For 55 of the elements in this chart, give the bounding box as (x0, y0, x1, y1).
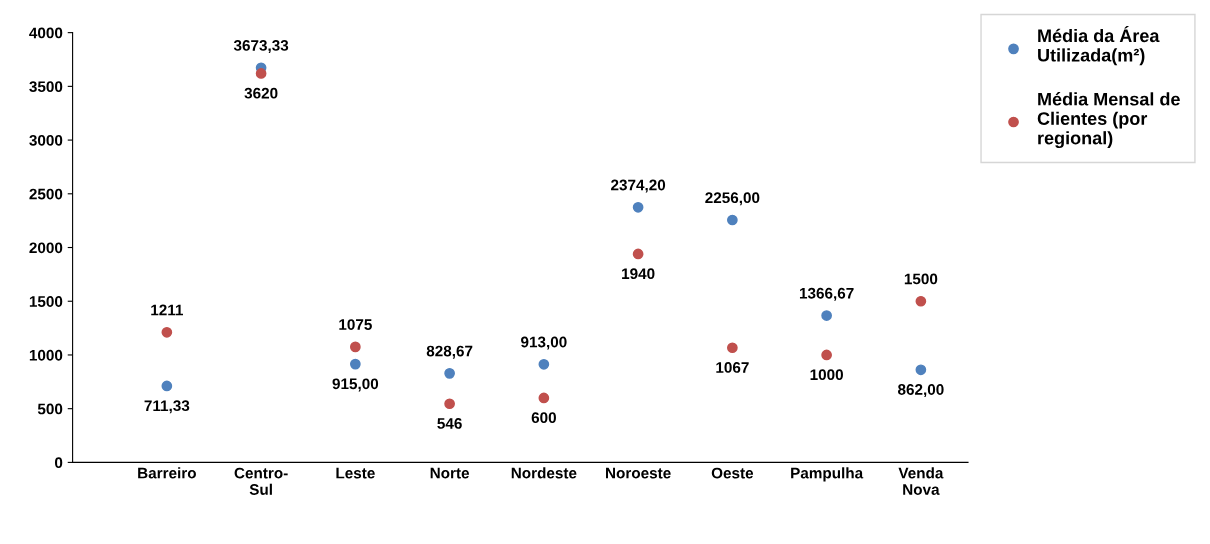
legend-label: Média da Área Utilizada(m²) (1038, 26, 1160, 66)
data-label: 711,33 (144, 400, 190, 414)
point (727, 214, 738, 226)
data-label: 2256,00 (705, 192, 760, 206)
point (821, 349, 832, 361)
data-label: 913,00 (521, 336, 567, 350)
data-label: 3620 (244, 87, 278, 99)
y-tick-label: 2000 (29, 242, 63, 254)
point (727, 342, 738, 354)
x-tick-label: Oeste (711, 467, 754, 479)
point (632, 201, 644, 213)
y-tick-label: 500 (37, 403, 63, 415)
data-label: 915,00 (332, 378, 379, 392)
data-label: 600 (531, 412, 556, 424)
y-tick-label: 0 (54, 457, 63, 469)
point (350, 358, 361, 370)
point (915, 364, 927, 376)
point (444, 398, 455, 410)
legend-label: Média Mensal de Clientes (por regional) (1037, 92, 1180, 149)
data-label: 3673,33 (233, 40, 289, 54)
data-label: 1067 (716, 362, 749, 373)
x-tick-label: Leste (336, 467, 375, 479)
y-tick-label: 1500 (29, 296, 63, 307)
point (255, 68, 267, 79)
data-label: 1366,67 (799, 287, 854, 301)
point (632, 248, 644, 260)
y-tick-label: 3000 (29, 134, 63, 146)
y-tick-label: 4000 (29, 27, 63, 39)
data-label: 1000 (810, 369, 843, 381)
y-tick-label: 1000 (29, 349, 63, 361)
data-label: 1075 (339, 319, 372, 330)
point (161, 380, 173, 392)
data-label: 862,00 (898, 384, 944, 398)
y-tick-label: 2500 (29, 188, 63, 200)
data-label: 828,67 (426, 345, 473, 359)
x-tick-label: Noroeste (606, 467, 671, 479)
x-tick-label: Venda Nova (898, 467, 944, 495)
x-tick-label: Centro- Sul (234, 467, 288, 495)
data-label: 1500 (904, 273, 938, 285)
point (538, 358, 550, 370)
point (350, 341, 361, 353)
data-label: 1211 (151, 304, 183, 316)
data-label: 1940 (622, 268, 655, 280)
y-tick-label: 3500 (29, 81, 63, 93)
x-tick-label: Barreiro (138, 467, 196, 479)
point (915, 295, 927, 307)
x-tick-label: Nordeste (511, 467, 577, 479)
point (444, 368, 455, 379)
point (161, 326, 173, 338)
point (821, 310, 832, 321)
point (538, 392, 550, 404)
data-label: 546 (437, 418, 462, 429)
data-label: 2374,20 (611, 179, 666, 193)
x-tick-label: Norte (430, 467, 470, 479)
x-tick-label: Pampulha (791, 467, 864, 482)
